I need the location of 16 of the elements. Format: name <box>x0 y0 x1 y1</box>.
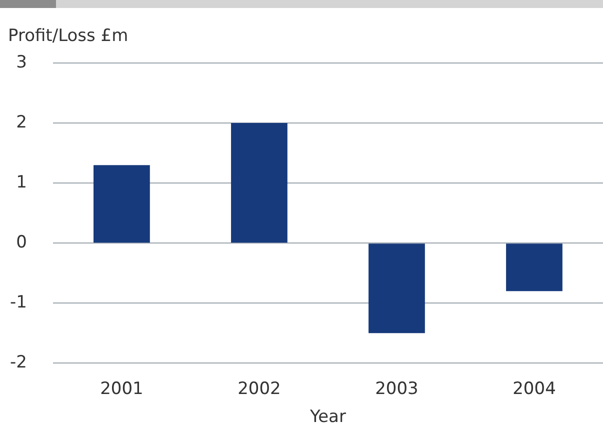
y-tick-label: 2 <box>16 112 27 132</box>
x-tick-label: 2001 <box>100 378 144 399</box>
x-axis-title: Year <box>308 407 346 428</box>
x-tick-label: 2002 <box>238 378 281 399</box>
bar <box>231 123 288 243</box>
x-tick-label: 2004 <box>512 378 556 399</box>
bar <box>506 244 562 292</box>
y-tick-label: 0 <box>16 232 27 253</box>
y-tick-label: -1 <box>10 292 27 313</box>
y-axis-title: Profit/Loss £m <box>8 26 128 46</box>
bar <box>94 165 150 243</box>
bar <box>368 244 425 334</box>
x-tick-label: 2003 <box>375 378 418 399</box>
y-tick-label: 3 <box>16 52 27 72</box>
y-tick-label: 1 <box>16 172 27 192</box>
y-tick-label: -2 <box>10 352 27 373</box>
